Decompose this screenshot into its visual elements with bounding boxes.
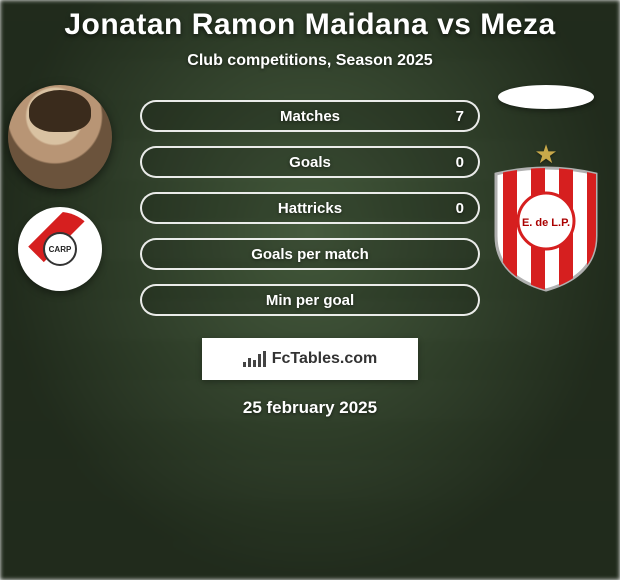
watermark-text: FcTables.com	[272, 350, 378, 368]
date-text: 25 february 2025	[243, 398, 377, 418]
stat-value-right: 7	[456, 108, 464, 125]
club-right-badge: ★	[486, 139, 606, 292]
club-right-shield: E. de L.P.	[491, 166, 601, 292]
stat-row: Matches 7	[140, 100, 480, 132]
stat-row: Goals 0	[140, 146, 480, 178]
stat-label: Matches	[280, 108, 340, 125]
stat-row: Goals per match	[140, 238, 480, 270]
stat-value-right: 0	[456, 154, 464, 171]
stat-row: Hattricks 0	[140, 192, 480, 224]
club-left-badge: CARP	[18, 207, 102, 291]
page-subtitle: Club competitions, Season 2025	[187, 52, 432, 70]
watermark: FcTables.com	[202, 338, 418, 380]
stat-row: Min per goal	[140, 284, 480, 316]
content: Jonatan Ramon Maidana vs Meza Club compe…	[0, 0, 620, 418]
stat-label: Goals per match	[251, 246, 369, 263]
chart-icon	[243, 351, 266, 367]
stat-label: Min per goal	[266, 292, 354, 309]
player-right-avatar-placeholder	[498, 85, 594, 109]
compare-area: CARP Matches 7 Goals 0 Hattricks 0 Goals…	[0, 100, 620, 316]
club-right-letters: E. de L.P.	[522, 217, 570, 229]
club-left-monogram: CARP	[43, 232, 77, 266]
player-right: ★	[486, 85, 606, 292]
stat-value-right: 0	[456, 200, 464, 217]
stats-column: Matches 7 Goals 0 Hattricks 0 Goals per …	[140, 100, 480, 316]
stat-label: Goals	[289, 154, 331, 171]
player-left: CARP	[8, 85, 112, 291]
page-title: Jonatan Ramon Maidana vs Meza	[64, 8, 555, 42]
stat-label: Hattricks	[278, 200, 342, 217]
player-left-avatar	[8, 85, 112, 189]
